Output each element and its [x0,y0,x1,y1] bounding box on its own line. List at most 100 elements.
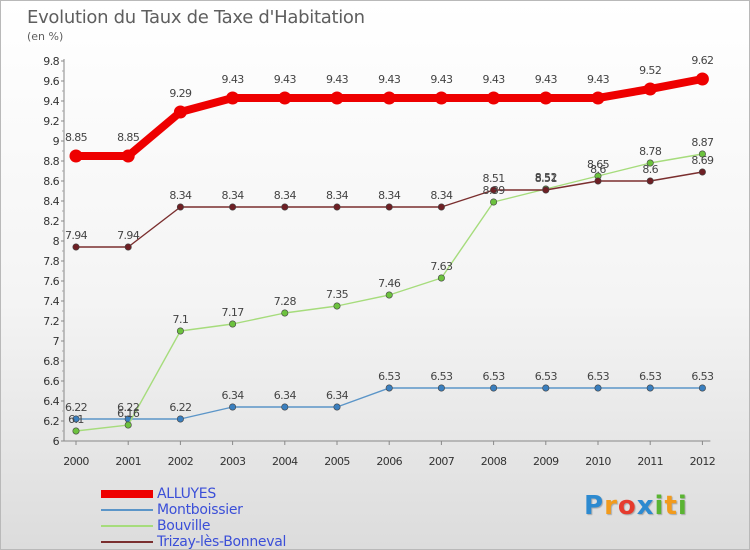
data-label: 6.22 [117,401,139,414]
legend-swatch [101,525,153,527]
y-tick-label: 9.4 [43,95,59,108]
data-point [539,91,553,105]
legend-label: Montboissier [157,502,243,518]
data-label: 8.34 [326,189,349,202]
data-label: 6.22 [169,401,191,414]
data-point [72,415,80,423]
legend-swatch [101,541,153,543]
x-tick-label: 2003 [220,455,246,468]
data-label: 7.94 [65,229,88,242]
data-point [542,186,550,194]
y-tick-label: 6.4 [43,395,59,408]
data-point [594,384,602,392]
data-label: 6.34 [222,389,245,402]
data-point [434,91,448,105]
y-tick-label: 7 [53,335,60,348]
data-point [229,403,237,411]
logo-letter: P [584,491,605,521]
data-point [121,149,135,163]
y-tick-label: 6.8 [43,355,59,368]
data-point [226,91,240,105]
y-tick-label: 8.2 [43,215,59,228]
legend-swatch [101,490,153,498]
y-tick-label: 6 [53,435,60,448]
data-point [69,149,83,163]
data-point [281,403,289,411]
data-point [382,91,396,105]
data-point [173,105,187,119]
data-label: 8.34 [222,189,245,202]
data-point [333,203,341,211]
data-label: 8.87 [691,136,714,149]
data-label: 7.28 [274,295,297,308]
data-label: 8.34 [169,189,192,202]
y-tick-label: 6.6 [43,375,59,388]
data-point [229,320,237,328]
data-point [490,384,498,392]
data-label: 6.1 [68,413,84,426]
data-label: 9.43 [535,73,558,86]
x-tick-label: 2011 [637,455,663,468]
data-label: 7.94 [117,229,140,242]
data-label: 6.53 [378,370,401,383]
x-tick-label: 2006 [376,455,402,468]
data-point [72,243,80,251]
data-label: 8.65 [587,158,610,171]
data-label: 7.35 [326,288,349,301]
data-label: 7.17 [222,306,245,319]
x-tick-label: 2007 [429,455,455,468]
data-point [490,186,498,194]
data-point [385,203,393,211]
data-point [437,203,445,211]
x-tick-label: 2004 [272,455,298,468]
x-tick-label: 2009 [533,455,559,468]
data-point [437,384,445,392]
data-label: 6.16 [117,407,140,420]
data-label: 9.29 [169,87,192,100]
x-tick-label: 2008 [481,455,507,468]
y-tick-label: 7.8 [43,255,59,268]
data-label: 9.43 [378,73,401,86]
data-point [333,302,341,310]
data-label: 8.85 [117,131,140,144]
data-label: 8.34 [378,189,401,202]
line-chart: 6 6.2 6.4 6.6 6.8 7 7.2 7.4 7.6 7.8 8 8.2 8.4 8.6 8.8 9… [43,54,716,468]
data-label: 9.52 [639,64,661,77]
data-label: 8.39 [483,184,506,197]
y-tick-label: 9.8 [43,55,59,68]
data-point [124,243,132,251]
data-label: 8.51 [483,172,505,185]
data-point [542,384,550,392]
data-point [124,421,132,429]
data-label: 8.85 [65,131,88,144]
y-tick-label: 7.4 [43,295,59,308]
data-label: 6.22 [65,401,87,414]
logo-letter: o [617,491,637,521]
data-point [281,309,289,317]
data-label: 8.69 [691,154,714,167]
data-point [698,150,706,158]
data-label: 6.53 [535,370,558,383]
data-label: 9.43 [483,73,506,86]
data-point [437,274,445,282]
x-tick-label: 2002 [168,455,194,468]
data-point [591,91,605,105]
data-point [281,203,289,211]
data-label: 7.46 [378,277,401,290]
chart-title: Evolution du Taux de Taxe d'Habitation [27,7,365,28]
proxiti-logo: Proxiti [584,491,688,521]
data-label: 8.34 [274,189,297,202]
data-label: 9.43 [587,73,610,86]
data-label: 9.43 [222,73,245,86]
data-point [278,91,292,105]
series-layer [69,72,709,435]
y-tick-label: 8.8 [43,155,59,168]
y-tick-label: 8 [53,235,60,248]
x-tick-label: 2001 [115,455,141,468]
logo-letter: i [654,491,665,521]
x-tick-label: 2010 [585,455,611,468]
data-point [490,198,498,206]
axes: 6 6.2 6.4 6.6 6.8 7 7.2 7.4 7.6 7.8 8 8.2 8.4 8.6 8.8 9… [43,55,716,468]
data-label: 9.43 [326,73,349,86]
logo-letter: r [604,491,618,521]
